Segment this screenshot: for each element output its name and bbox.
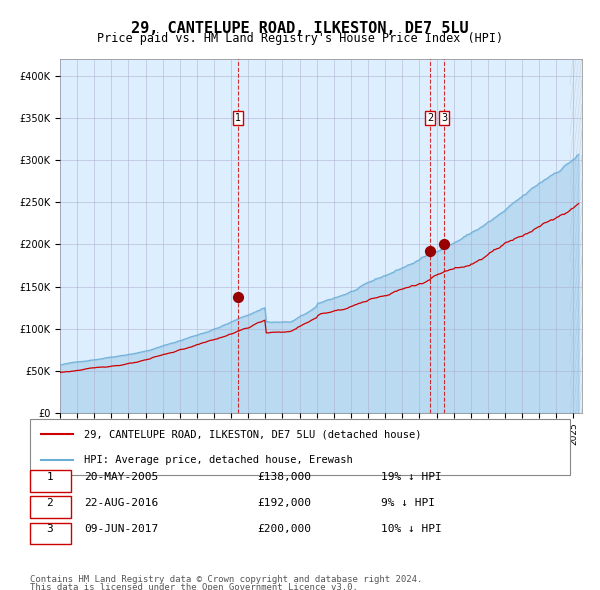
Text: 20-MAY-2005: 20-MAY-2005 — [84, 472, 158, 482]
Text: 10% ↓ HPI: 10% ↓ HPI — [381, 524, 442, 534]
Text: 1: 1 — [235, 113, 241, 123]
Text: 29, CANTELUPE ROAD, ILKESTON, DE7 5LU (detached house): 29, CANTELUPE ROAD, ILKESTON, DE7 5LU (d… — [84, 430, 421, 440]
Text: 3: 3 — [47, 524, 53, 534]
Text: 3: 3 — [441, 113, 447, 123]
Text: 29, CANTELUPE ROAD, ILKESTON, DE7 5LU: 29, CANTELUPE ROAD, ILKESTON, DE7 5LU — [131, 21, 469, 35]
Text: £192,000: £192,000 — [257, 498, 311, 508]
Text: 1: 1 — [47, 472, 53, 482]
FancyBboxPatch shape — [30, 419, 570, 475]
Text: Contains HM Land Registry data © Crown copyright and database right 2024.: Contains HM Land Registry data © Crown c… — [30, 575, 422, 584]
Text: 19% ↓ HPI: 19% ↓ HPI — [381, 472, 442, 482]
Text: 2: 2 — [427, 113, 433, 123]
FancyBboxPatch shape — [30, 496, 71, 519]
Text: 09-JUN-2017: 09-JUN-2017 — [84, 524, 158, 534]
Point — [439, 240, 449, 249]
Point — [425, 247, 435, 256]
Text: 22-AUG-2016: 22-AUG-2016 — [84, 498, 158, 508]
Text: Price paid vs. HM Land Registry's House Price Index (HPI): Price paid vs. HM Land Registry's House … — [97, 32, 503, 45]
Text: £200,000: £200,000 — [257, 524, 311, 534]
FancyBboxPatch shape — [30, 523, 71, 545]
Text: This data is licensed under the Open Government Licence v3.0.: This data is licensed under the Open Gov… — [30, 583, 358, 590]
Text: 9% ↓ HPI: 9% ↓ HPI — [381, 498, 435, 508]
FancyBboxPatch shape — [30, 470, 71, 492]
Point — [233, 292, 242, 301]
Text: 2: 2 — [47, 498, 53, 508]
Text: HPI: Average price, detached house, Erewash: HPI: Average price, detached house, Erew… — [84, 455, 353, 466]
Text: £138,000: £138,000 — [257, 472, 311, 482]
